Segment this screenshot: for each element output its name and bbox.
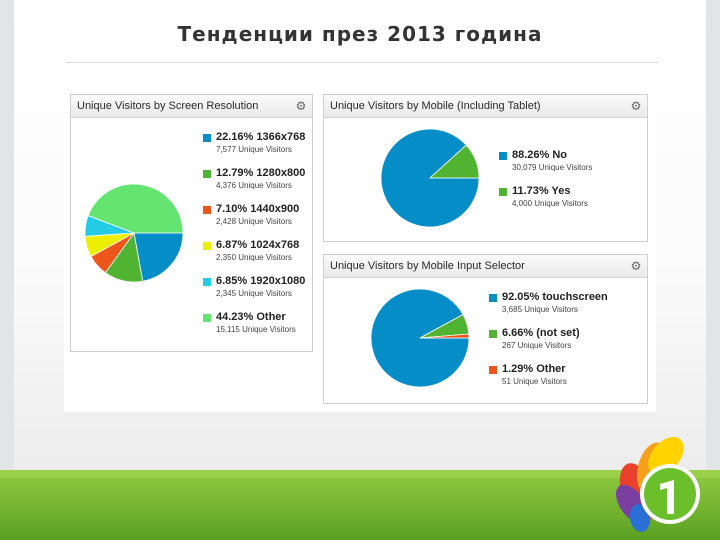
legend-label: 6.66% (not set) (502, 327, 580, 339)
legend-visitors: 15,115 Unique Visitors (216, 325, 296, 334)
legend-visitors: 267 Unique Visitors (502, 341, 572, 350)
legend-item: 6.66% (not set) 267 Unique Visitors (489, 326, 639, 362)
legend-visitors: 2,350 Unique Visitors (216, 253, 292, 262)
legend-item: 11.73% Yes 4,000 Unique Visitors (499, 184, 639, 220)
legend-screen-resolution: 22.16% 1366x768 7,577 Unique Visitors 12.7… (203, 130, 309, 346)
slide-title: Тенденции през 2013 година (177, 22, 543, 46)
pie-slice-0-5 (87, 183, 184, 234)
legend-item: 44.23% Other 15,115 Unique Visitors (203, 310, 309, 346)
legend-item: 1.29% Other 51 Unique Visitors (489, 362, 639, 398)
panel-title: Unique Visitors by Mobile (Including Tab… (330, 100, 541, 112)
legend-swatch (203, 170, 211, 178)
legend-visitors: 7,577 Unique Visitors (216, 145, 292, 154)
legend-visitors: 51 Unique Visitors (502, 377, 567, 386)
panel-header: Unique Visitors by Mobile (Including Tab… (324, 95, 647, 118)
legend-item: 6.85% 1920x1080 2,345 Unique Visitors (203, 274, 309, 310)
legend-item: 92.05% touchscreen 3,685 Unique Visitors (489, 290, 639, 326)
legend-item: 7.10% 1440x900 2,428 Unique Visitors (203, 202, 309, 238)
legend-visitors: 3,685 Unique Visitors (502, 305, 578, 314)
pie-slice-1-1 (428, 144, 480, 179)
legend-item: 22.16% 1366x768 7,577 Unique Visitors (203, 130, 309, 166)
legend-label: 1.29% Other (502, 363, 566, 375)
legend-label: 22.16% 1366x768 (216, 131, 306, 143)
gear-icon[interactable]: ⚙ (630, 99, 642, 113)
legend-label: 88.26% No (512, 149, 568, 161)
legend-swatch (499, 188, 507, 196)
legend-mobile-input: 92.05% touchscreen 3,685 Unique Visitors 6… (489, 290, 639, 398)
legend-swatch (203, 206, 211, 214)
legend-label: 12.79% 1280x800 (216, 167, 306, 179)
colorful-petals-logo-icon (616, 436, 700, 532)
legend-label: 6.85% 1920x1080 (216, 275, 306, 287)
legend-swatch (489, 330, 497, 338)
gear-icon[interactable]: ⚙ (295, 99, 307, 113)
panel-title: Unique Visitors by Screen Resolution (77, 100, 259, 112)
legend-mobile: 88.26% No 30,079 Unique Visitors 11.73% Ye… (499, 148, 639, 220)
legend-swatch (499, 152, 507, 160)
legend-label: 44.23% Other (216, 311, 286, 323)
legend-item: 88.26% No 30,079 Unique Visitors (499, 148, 639, 184)
legend-label: 6.87% 1024x768 (216, 239, 300, 251)
legend-swatch (489, 294, 497, 302)
legend-swatch (203, 242, 211, 250)
pie-slice-2-2 (419, 333, 470, 339)
legend-visitors: 4,376 Unique Visitors (216, 181, 292, 190)
pie-slice-0-0 (133, 232, 184, 282)
panel-header: Unique Visitors by Screen Resolution ⚙ (71, 95, 312, 118)
legend-visitors: 30,079 Unique Visitors (512, 163, 593, 172)
legend-visitors: 2,428 Unique Visitors (216, 217, 292, 226)
panel-header: Unique Visitors by Mobile Input Selector… (324, 255, 647, 278)
bottom-band (0, 478, 720, 540)
legend-label: 7.10% 1440x900 (216, 203, 300, 215)
gear-icon[interactable]: ⚙ (630, 259, 642, 273)
pie-chart-mobile-input (370, 288, 470, 388)
pie-chart-screen-resolution (84, 183, 184, 283)
legend-visitors: 4,000 Unique Visitors (512, 199, 588, 208)
pie-slice-1-0 (380, 128, 480, 228)
pie-chart-mobile (380, 128, 480, 228)
legend-item: 6.87% 1024x768 2,350 Unique Visitors (203, 238, 309, 274)
legend-swatch (203, 278, 211, 286)
title-divider (66, 62, 658, 63)
panel-title: Unique Visitors by Mobile Input Selector (330, 260, 525, 272)
legend-item: 12.79% 1280x800 4,376 Unique Visitors (203, 166, 309, 202)
legend-visitors: 2,345 Unique Visitors (216, 289, 292, 298)
legend-label: 11.73% Yes (512, 185, 571, 197)
legend-swatch (203, 314, 211, 322)
legend-swatch (203, 134, 211, 142)
legend-swatch (489, 366, 497, 374)
bottom-band-highlight (0, 470, 720, 480)
panel-mobile: Unique Visitors by Mobile (Including Tab… (323, 94, 648, 242)
legend-label: 92.05% touchscreen (502, 291, 608, 303)
